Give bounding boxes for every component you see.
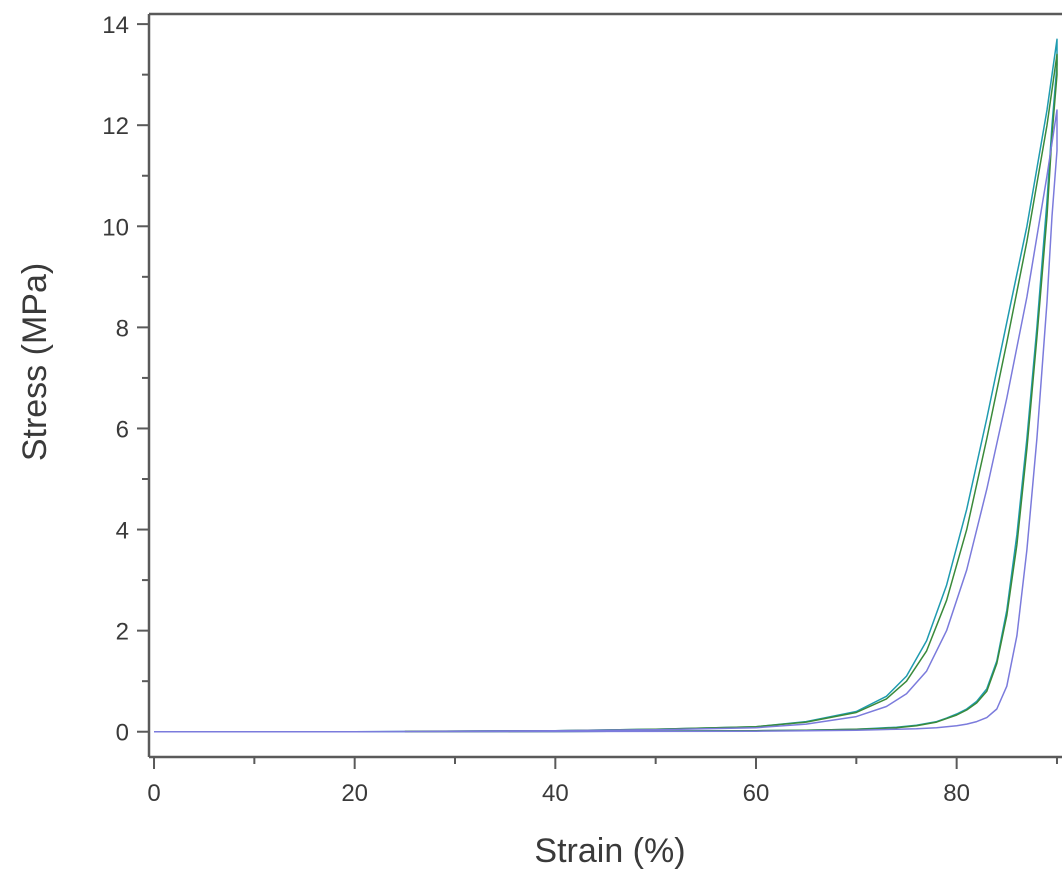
x-axis-title: Strain (%)	[534, 832, 685, 870]
axes-layer: 0 20 40 60 80 0 2 4 6 8 10 12 14	[102, 12, 1062, 807]
y-tick-label: 0	[116, 720, 129, 747]
y-tick-label: 14	[102, 12, 129, 39]
y-tick-label: 6	[116, 416, 129, 443]
y-tick-label: 12	[102, 113, 129, 140]
x-tick-label: 60	[743, 780, 770, 807]
series-line-3	[154, 109, 1058, 733]
y-tick-label: 2	[116, 619, 129, 646]
y-tick-label: 8	[116, 315, 129, 342]
series-line-1	[154, 38, 1058, 733]
x-tick-label: 80	[943, 780, 970, 807]
x-tick-label: 20	[341, 780, 368, 807]
x-tick-label: 0	[147, 780, 160, 807]
series-layer	[154, 38, 1058, 733]
x-tick-label: 40	[542, 780, 569, 807]
y-tick-label: 10	[102, 214, 129, 241]
y-axis-title: Stress (MPa)	[16, 263, 54, 461]
y-tick-label: 4	[116, 518, 129, 545]
series-line-2	[404, 53, 1058, 733]
